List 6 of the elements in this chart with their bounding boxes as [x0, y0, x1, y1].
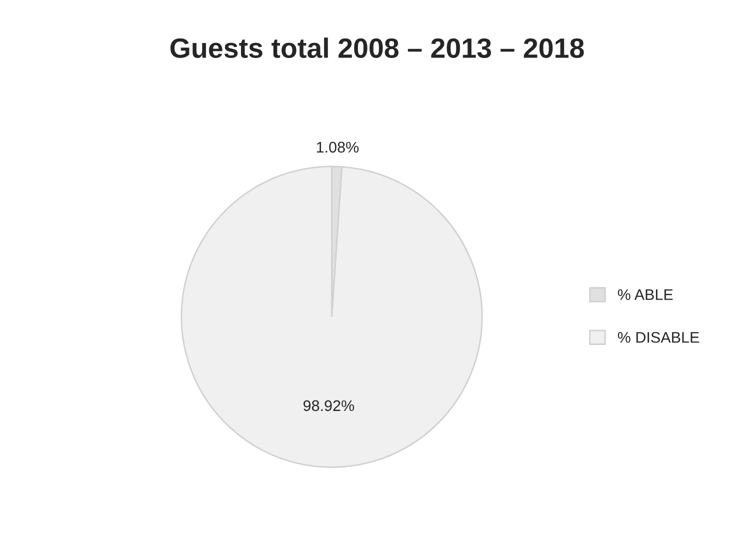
legend-label: % DISABLE: [618, 332, 700, 343]
legend-label: % ABLE: [618, 289, 673, 300]
data-label: 98.92%: [304, 400, 354, 412]
chart-title: Guests total 2008 – 2013 – 2018: [170, 38, 584, 58]
data-label: 1.08%: [316, 142, 359, 153]
pie-slice: [180, 166, 483, 468]
